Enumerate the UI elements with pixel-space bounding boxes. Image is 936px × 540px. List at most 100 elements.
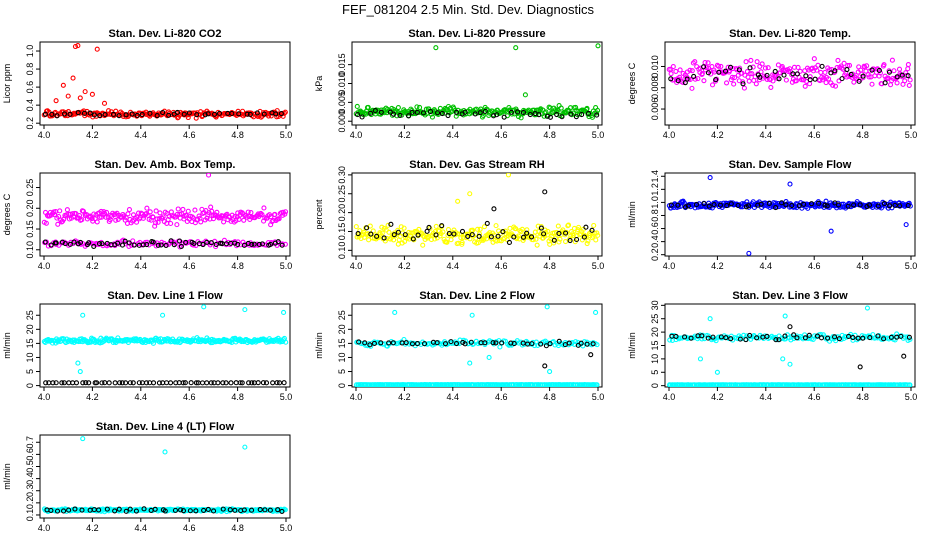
outlier-point (201, 304, 207, 310)
point (395, 104, 401, 111)
point (668, 71, 674, 77)
outlier-point (89, 91, 95, 97)
point (87, 110, 93, 116)
panel-title: Stan. Dev. Li-820 Pressure (408, 28, 545, 40)
point (168, 238, 174, 244)
point (70, 211, 76, 217)
point (429, 114, 435, 120)
point (427, 109, 434, 115)
point (677, 67, 683, 73)
point (844, 66, 850, 73)
x-tick-label: 4.8 (231, 130, 244, 140)
point (73, 380, 80, 386)
point (150, 239, 156, 245)
point (216, 110, 223, 116)
point (566, 340, 572, 346)
outlier-point (542, 189, 548, 195)
series-2 (44, 506, 285, 514)
point (506, 239, 512, 245)
series-2 (353, 382, 600, 387)
x-tick-label: 4.6 (495, 392, 508, 402)
outlier-point (101, 100, 108, 106)
point (816, 200, 822, 206)
point (204, 239, 210, 245)
series-1 (41, 304, 289, 375)
point (888, 334, 894, 340)
point (251, 241, 257, 247)
y-tick-label: 1.4 (650, 170, 660, 183)
point (903, 70, 909, 76)
point (781, 72, 787, 78)
point (797, 68, 803, 74)
point (67, 241, 73, 247)
point (89, 216, 95, 222)
point (256, 241, 262, 248)
points (41, 436, 288, 515)
point (55, 221, 61, 227)
point (200, 113, 206, 119)
y-tick-label: 0.000 (337, 110, 347, 133)
point (832, 83, 839, 89)
point (177, 238, 183, 244)
point (807, 81, 813, 87)
x-tick-label: 4.2 (86, 523, 99, 533)
outlier-point (505, 173, 512, 178)
point (353, 224, 359, 230)
point (91, 243, 97, 249)
x-tick-label: 4.6 (808, 130, 821, 140)
point (520, 234, 527, 240)
x-tick-label: 4.8 (231, 261, 244, 271)
point (94, 380, 100, 386)
point (693, 202, 699, 208)
point (675, 202, 681, 208)
point (877, 70, 884, 76)
point (220, 506, 226, 512)
point (96, 339, 102, 345)
point (477, 110, 483, 116)
point (741, 85, 747, 91)
point (354, 103, 360, 110)
series-1 (41, 43, 288, 121)
point (275, 239, 281, 245)
plot-frame (39, 41, 291, 126)
point (86, 240, 92, 246)
point (789, 202, 795, 209)
point (476, 233, 482, 239)
point (510, 340, 516, 346)
y-tick-label: 0.25 (337, 185, 347, 203)
point (519, 226, 525, 232)
y-tick-label: 0.4 (25, 472, 35, 485)
point (881, 62, 887, 68)
series-2 (355, 189, 595, 245)
point (245, 209, 251, 215)
x-tick-label: 4.0 (663, 261, 676, 271)
x-tick-label: 4.2 (86, 130, 99, 140)
y-tick-label: 5 (650, 370, 660, 375)
outlier-point (77, 95, 83, 101)
point (166, 213, 172, 219)
outlier-point (491, 206, 497, 212)
point (444, 239, 450, 245)
point (212, 111, 218, 117)
point (445, 112, 451, 119)
point (673, 333, 679, 339)
point (906, 334, 912, 340)
point (529, 341, 535, 347)
panel-title: Stan. Dev. Line 3 Flow (732, 290, 848, 302)
point (825, 335, 831, 341)
point (378, 107, 384, 113)
point (907, 382, 913, 387)
point (765, 65, 771, 71)
point (747, 332, 753, 338)
point (162, 508, 168, 514)
y-axis-label: degrees C (627, 62, 637, 104)
point (193, 380, 199, 386)
point (905, 73, 911, 79)
point (454, 109, 460, 115)
point (562, 239, 569, 245)
point (227, 507, 233, 513)
y-tick-label: 25 (25, 310, 35, 320)
outlier-point (469, 312, 475, 318)
point (51, 212, 58, 218)
y-tick-label: 0.10 (25, 241, 35, 259)
